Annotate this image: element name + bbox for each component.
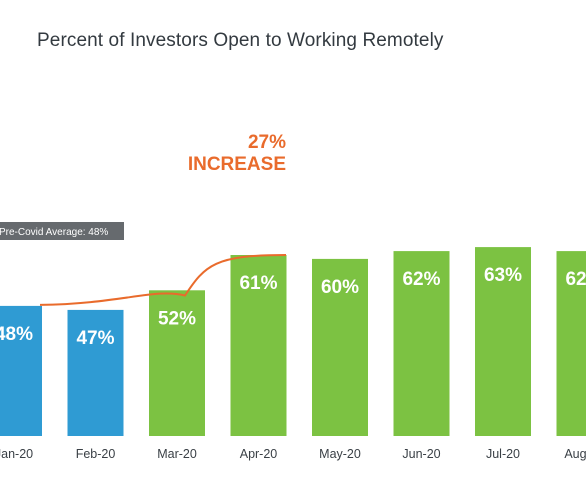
value-label-jan-20: 48%	[0, 324, 33, 345]
bar-jul-20	[475, 247, 531, 436]
bar-jan-20	[0, 305, 42, 436]
x-tick-mar-20: Mar-20	[157, 447, 197, 461]
bar-feb-20	[67, 309, 124, 436]
bar-apr-20	[230, 255, 287, 436]
bar-may-20	[312, 258, 368, 436]
x-tick-feb-20: Feb-20	[76, 447, 116, 461]
bar-mar-20	[149, 290, 205, 436]
increase-annotation-word: INCREASE	[188, 154, 286, 175]
pre-covid-average-label-bg	[0, 222, 124, 240]
bar-jun-20	[393, 251, 450, 436]
x-tick-jan-20: Jan-20	[0, 447, 33, 461]
increase-trend-curve	[39, 254, 287, 306]
value-label-jun-20: 62%	[402, 269, 440, 290]
bars-group	[0, 247, 586, 436]
value-label-mar-20: 52%	[158, 308, 196, 329]
x-tick-apr-20: Apr-20	[240, 447, 278, 461]
x-tick-jul-20: Jul-20	[486, 447, 520, 461]
increase-annotation-percent: 27%	[248, 132, 286, 153]
value-label-may-20: 60%	[321, 277, 359, 298]
x-axis-ticks-group: Jan-20 Feb-20 Mar-20 Apr-20 May-20 Jun-20 Jul-…	[0, 447, 586, 461]
x-tick-may-20: May-20	[319, 447, 361, 461]
chart-title: Percent of Investors Open to Working Rem…	[37, 30, 444, 51]
value-label-feb-20: 47%	[76, 328, 114, 349]
pre-covid-average-label: Pre-Covid Average: 48%	[0, 222, 124, 240]
value-label-jul-20: 63%	[484, 265, 522, 286]
pre-covid-average-label-text: Pre-Covid Average: 48%	[0, 227, 108, 238]
x-tick-aug-20: Aug-20	[564, 447, 586, 461]
value-label-apr-20: 61%	[239, 273, 277, 294]
value-label-aug-20: 62%	[565, 269, 586, 290]
value-labels-group: 48% 47% 52% 61% 60% 62% 63% 62%	[0, 265, 586, 349]
x-tick-jun-20: Jun-20	[402, 447, 440, 461]
bar-aug-20	[556, 251, 586, 436]
